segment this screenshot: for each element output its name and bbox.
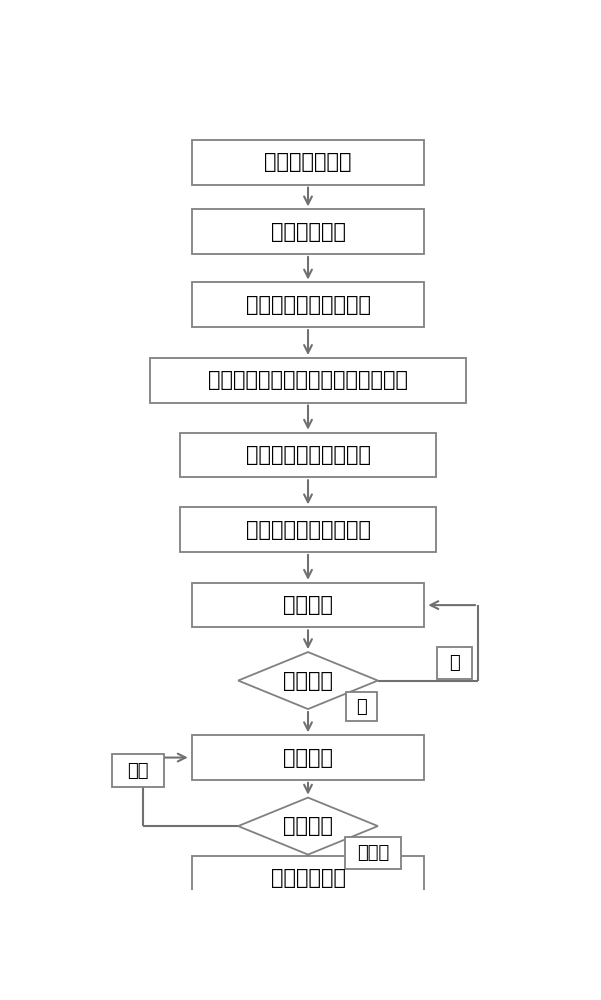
- Polygon shape: [238, 798, 378, 855]
- Text: 满足条件: 满足条件: [283, 671, 333, 691]
- Bar: [346, 692, 377, 721]
- Text: 二氧化碳低压循环冷却: 二氧化碳低压循环冷却: [246, 445, 370, 465]
- Text: 压力检测: 压力检测: [283, 816, 333, 836]
- Bar: [180, 507, 436, 552]
- Text: 地面流程试压: 地面流程试压: [270, 222, 346, 242]
- Bar: [192, 140, 424, 185]
- Text: 否: 否: [450, 654, 460, 672]
- Bar: [192, 583, 424, 627]
- Text: 化学剂现场配置: 化学剂现场配置: [264, 152, 352, 172]
- Bar: [438, 647, 472, 679]
- Bar: [346, 837, 401, 869]
- Text: 滑溜水和阳离子分散剂与降粘剂混注: 滑溜水和阳离子分散剂与降粘剂混注: [208, 370, 408, 390]
- Text: 不合格: 不合格: [357, 844, 389, 862]
- Bar: [192, 735, 424, 780]
- Text: 放喷测试: 放喷测试: [283, 748, 333, 768]
- Bar: [150, 358, 466, 403]
- Text: 二氧化碳和增溶剂混注: 二氧化碳和增溶剂混注: [246, 520, 370, 540]
- Bar: [192, 209, 424, 254]
- Bar: [180, 433, 436, 477]
- Text: 化学剂与不返排酸泵注: 化学剂与不返排酸泵注: [246, 295, 370, 315]
- Bar: [192, 282, 424, 327]
- Text: 关井焖井: 关井焖井: [283, 595, 333, 615]
- Bar: [112, 754, 163, 787]
- Text: 是: 是: [356, 698, 367, 716]
- Polygon shape: [238, 652, 378, 709]
- Bar: [192, 856, 424, 901]
- Text: 优化生产制度: 优化生产制度: [270, 868, 346, 888]
- Text: 合格: 合格: [127, 762, 149, 780]
